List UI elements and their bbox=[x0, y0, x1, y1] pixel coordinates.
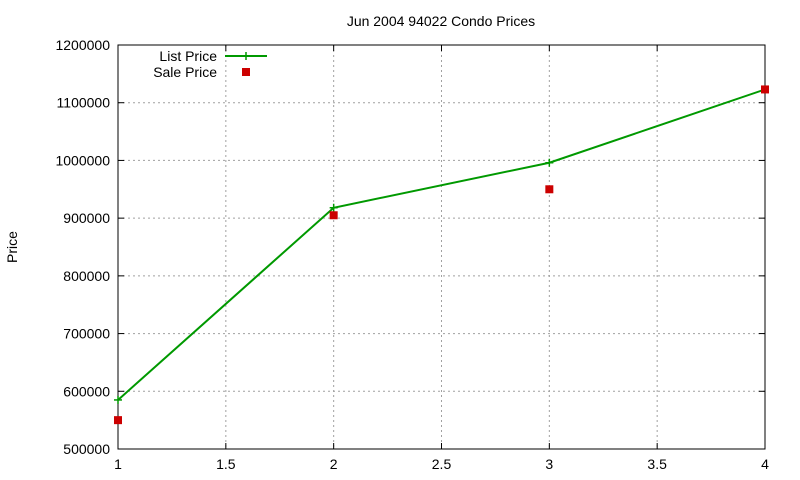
y-tick-label: 700000 bbox=[63, 326, 110, 342]
y-axis-label: Price bbox=[4, 231, 20, 263]
x-tick-label: 2 bbox=[330, 456, 338, 472]
sale-price-point bbox=[545, 185, 554, 194]
sale-price-point bbox=[114, 416, 122, 425]
x-tick-label: 1.5 bbox=[216, 456, 236, 472]
list-price-point bbox=[545, 158, 554, 167]
y-tick-label: 800000 bbox=[63, 268, 110, 284]
y-tick-label: 500000 bbox=[63, 441, 110, 457]
legend-label: List Price bbox=[159, 48, 217, 64]
list-price-point bbox=[329, 203, 338, 212]
y-tick-label: 1200000 bbox=[55, 37, 110, 53]
x-tick-label: 4 bbox=[761, 456, 769, 472]
chart-title: Jun 2004 94022 Condo Prices bbox=[347, 13, 535, 29]
legend-plus-swatch bbox=[242, 52, 250, 60]
y-tick-label: 1000000 bbox=[55, 152, 110, 168]
series-layer bbox=[114, 85, 769, 425]
x-tick-label: 3 bbox=[545, 456, 553, 472]
sale-price-point bbox=[329, 211, 338, 220]
y-tick-label: 600000 bbox=[63, 383, 110, 399]
list-price-point bbox=[114, 395, 122, 404]
y-tick-label: 900000 bbox=[63, 210, 110, 226]
y-tick-label: 1100000 bbox=[57, 95, 111, 111]
x-tick-label: 3.5 bbox=[647, 456, 667, 472]
grid bbox=[118, 45, 765, 449]
sale-price-point bbox=[761, 85, 769, 94]
list-price-line bbox=[117, 88, 766, 401]
x-tick-label: 1 bbox=[114, 456, 122, 472]
legend-label: Sale Price bbox=[153, 64, 217, 80]
axis-ticks: 1 1.5 2 2.5 3 3.5 4 500000 600000 700000 800000 900… bbox=[55, 37, 769, 472]
x-tick-label: 2.5 bbox=[432, 456, 452, 472]
legend-square-swatch bbox=[242, 68, 250, 76]
